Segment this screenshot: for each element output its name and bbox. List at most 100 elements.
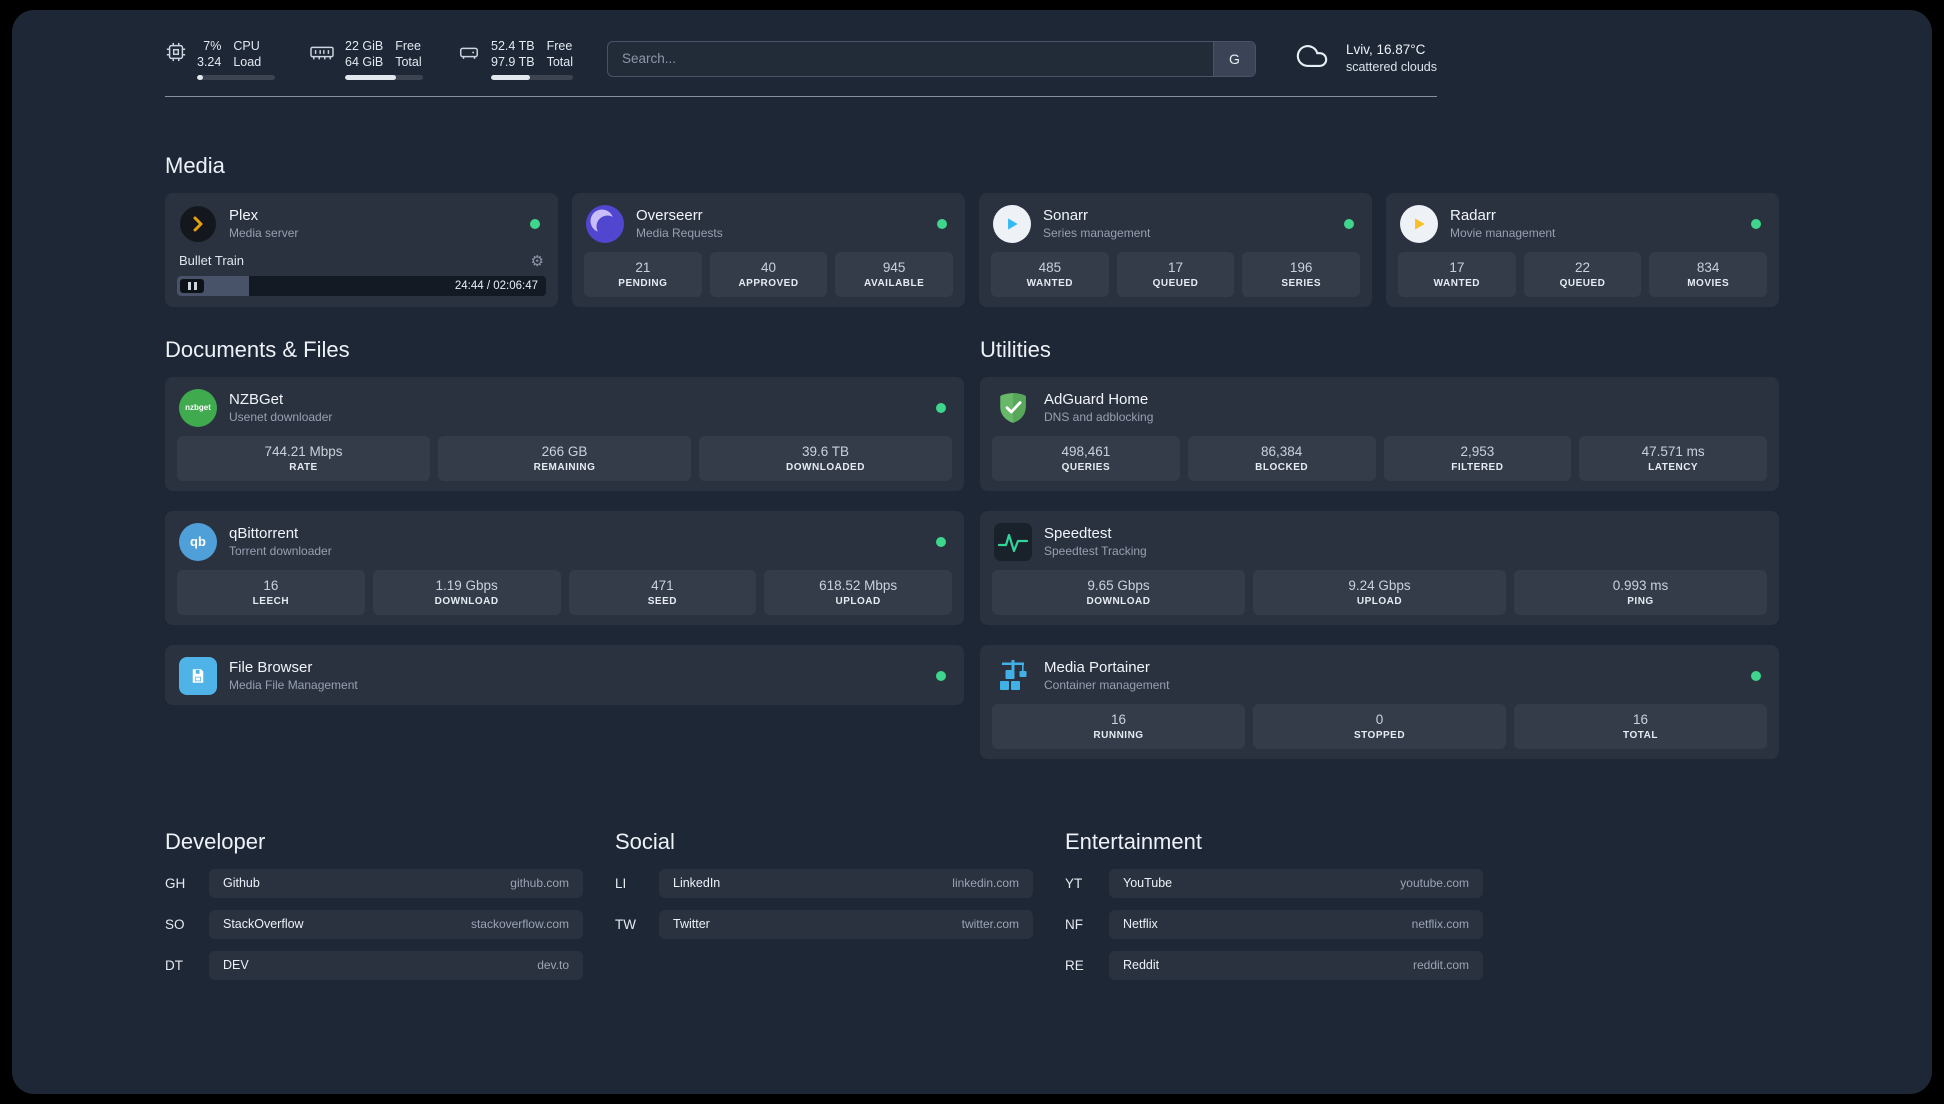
card-overseerr: Overseerr Media Requests 21 PENDING 40 A… [572,192,965,307]
app-name: Media Portainer [1044,659,1150,676]
stat-latency: 47.571 ms LATENCY [1579,435,1767,481]
bookmark-link-dev[interactable]: DEV dev.to [209,950,583,980]
disk-usage-bar [491,74,573,80]
stat-value: 2,953 [1460,443,1495,459]
cpu-load-label: Load [233,55,262,70]
app-link-overseerr[interactable]: Overseerr Media Requests [584,203,953,252]
cpu-chip-icon [165,41,187,68]
bookmark-link-reddit[interactable]: Reddit reddit.com [1109,950,1483,980]
app-name: Sonarr [1043,207,1089,224]
settings-gear-icon[interactable]: ⚙ [530,252,544,270]
stat-label: FILTERED [1451,461,1504,473]
stat-label: UPLOAD [835,595,881,607]
app-description: Series management [1043,226,1151,240]
app-link-portainer[interactable]: Media Portainer Container management [992,655,1767,704]
bookmark-link-stackoverflow[interactable]: StackOverflow stackoverflow.com [209,909,583,939]
playback-time: 24:44 / 02:06:47 [454,279,538,292]
app-link-adguard[interactable]: AdGuard Home DNS and adblocking [992,387,1767,436]
stat-available: 945 AVAILABLE [835,251,954,297]
stat-label: BLOCKED [1255,461,1309,473]
stat-label: LEECH [252,595,290,607]
status-dot [530,218,540,229]
bookmark-name: StackOverflow [223,917,304,931]
bookmark-link-linkedin[interactable]: LinkedIn linkedin.com [659,868,1033,898]
stat-value: 86,384 [1260,443,1303,459]
app-link-radarr[interactable]: Radarr Movie management [1398,203,1767,252]
stat-pending: 21 PENDING [584,251,702,297]
search-provider-button[interactable]: G [1212,41,1255,76]
section-title-documents: Documents & Files [165,336,350,362]
stat-movies: 834 MOVIES [1649,251,1768,297]
header-divider [165,95,1437,97]
stat-series: 196 SERIES [1242,251,1361,297]
app-name: Overseerr [636,207,703,224]
app-link-plex[interactable]: Plex Media server [177,203,546,252]
pause-icon[interactable] [180,278,204,293]
cpu-load-value: 3.24 [197,55,222,70]
playback-progress-bar[interactable]: 24:44 / 02:06:47 [177,275,546,296]
section-documents-files: Documents & Files nzbget NZBGet Usenet d… [165,337,964,779]
search-input[interactable] [607,51,1213,67]
ram-total-label: Total [395,55,422,70]
bookmark-row-twitter: TW Twitter twitter.com [615,909,1033,939]
bookmark-url: twitter.com [961,917,1019,931]
section-media: Media Plex Media server Bullet Train [165,153,1779,307]
portainer-crane-icon [994,657,1032,695]
filebrowser-icon [179,656,217,695]
bookmark-link-twitter[interactable]: Twitter twitter.com [659,909,1033,939]
app-link-qbittorrent[interactable]: qb qBittorrent Torrent downloader [177,521,952,570]
disk-total-value: 97.9 TB [491,55,535,70]
stat-label: TOTAL [1623,729,1658,741]
weather-condition: scattered clouds [1345,60,1437,75]
bookmark-group-title: Social [615,828,675,854]
status-dot [1751,218,1761,229]
status-dot [1344,218,1354,229]
ram-icon [309,41,335,68]
app-description: DNS and adblocking [1044,410,1154,424]
app-description: Media Requests [636,226,723,240]
stat-leech: 16 LEECH [177,569,365,615]
weather-widget: Lviv, 16.87°C scattered clouds [1290,39,1437,78]
bookmark-name: YouTube [1123,876,1173,890]
stat-download: 9.65 Gbps DOWNLOAD [992,569,1245,615]
stat-wanted: 485 WANTED [991,251,1109,297]
card-qbittorrent: qb qBittorrent Torrent downloader 16 LEE… [165,510,964,625]
bookmark-link-youtube[interactable]: YouTube youtube.com [1109,868,1483,898]
stat-value: 40 [760,259,777,275]
bookmark-link-github[interactable]: Github github.com [209,868,583,898]
app-link-filebrowser[interactable]: File Browser Media File Management [177,655,952,699]
stat-label: WANTED [1433,277,1480,289]
app-description: Torrent downloader [229,544,332,558]
app-link-sonarr[interactable]: Sonarr Series management [991,203,1360,252]
stat-value: 47.571 ms [1641,443,1705,459]
stat-blocked: 86,384 BLOCKED [1187,435,1376,481]
card-portainer: Media Portainer Container management 16 … [980,644,1779,759]
bookmark-link-netflix[interactable]: Netflix netflix.com [1109,909,1483,939]
stat-value: 39.6 TB [801,443,850,459]
stat-value: 0 [1375,711,1384,727]
app-link-speedtest[interactable]: Speedtest Speedtest Tracking [992,521,1767,570]
status-dot [936,670,946,681]
cpu-usage-bar [197,74,275,80]
stat-label: RUNNING [1093,729,1144,741]
search-bar: G [606,40,1256,77]
bookmark-abbr: YT [1065,875,1083,891]
stat-label: SERIES [1281,277,1322,289]
bookmark-name: Netflix [1123,917,1158,931]
stat-value: 16 [1110,711,1127,727]
radarr-icon [1400,204,1438,243]
card-plex: Plex Media server Bullet Train ⚙ 24:44 /… [165,192,558,307]
bookmark-abbr: RE [1065,957,1084,973]
card-nzbget: nzbget NZBGet Usenet downloader 744.21 M… [165,376,964,491]
plex-icon [179,204,217,243]
app-description: Speedtest Tracking [1044,544,1147,558]
stat-remaining: 266 GB REMAINING [438,435,691,481]
section-title-media: Media [165,152,225,178]
app-link-nzbget[interactable]: nzbget NZBGet Usenet downloader [177,387,952,436]
now-playing-title: Bullet Train [179,253,245,268]
app-name: NZBGet [229,391,284,408]
bookmark-abbr: LI [615,875,627,891]
app-name: Speedtest [1044,525,1112,542]
bookmark-abbr: NF [1065,916,1083,932]
stat-label: PING [1627,595,1654,607]
